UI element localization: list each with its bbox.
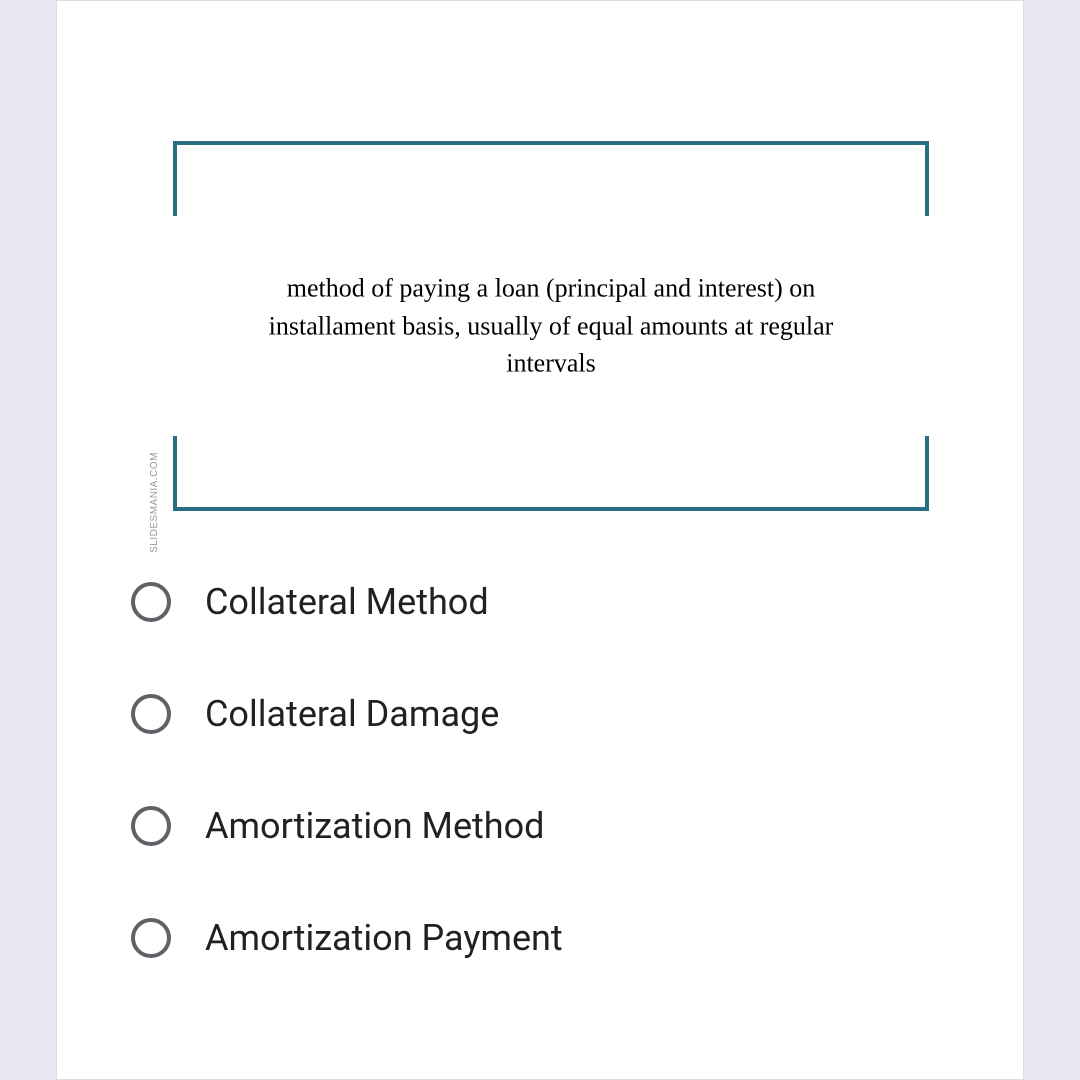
option-label: Collateral Damage	[205, 693, 499, 735]
radio-icon	[131, 582, 171, 622]
frame-container: method of paying a loan (principal and i…	[173, 141, 929, 511]
frame-top-border	[173, 141, 929, 216]
question-frame: method of paying a loan (principal and i…	[173, 141, 929, 511]
option-collateral-damage[interactable]: Collateral Damage	[131, 693, 959, 735]
options-group: Collateral Method Collateral Damage Amor…	[131, 581, 959, 959]
radio-icon	[131, 806, 171, 846]
option-label: Amortization Payment	[205, 917, 563, 959]
option-amortization-payment[interactable]: Amortization Payment	[131, 917, 959, 959]
radio-icon	[131, 918, 171, 958]
option-label: Amortization Method	[205, 805, 544, 847]
question-text: method of paying a loan (principal and i…	[249, 269, 854, 382]
option-amortization-method[interactable]: Amortization Method	[131, 805, 959, 847]
frame-bottom-border	[173, 436, 929, 511]
watermark-text: SLIDESMANIA.COM	[149, 452, 160, 553]
option-label: Collateral Method	[205, 581, 489, 623]
option-collateral-method[interactable]: Collateral Method	[131, 581, 959, 623]
question-card: method of paying a loan (principal and i…	[56, 0, 1024, 1080]
radio-icon	[131, 694, 171, 734]
